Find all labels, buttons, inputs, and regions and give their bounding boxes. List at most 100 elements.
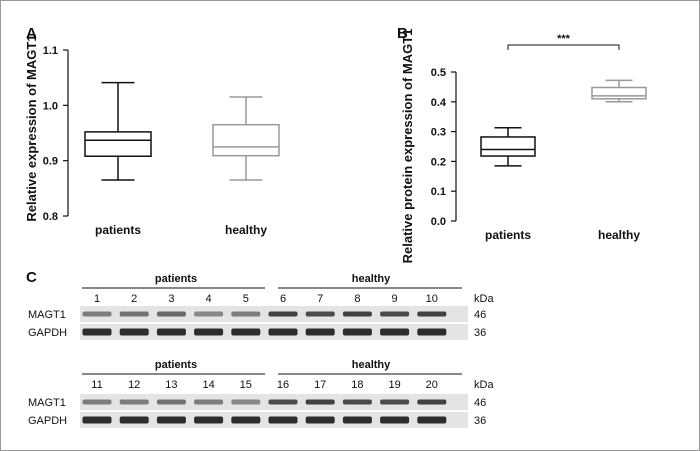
band — [82, 399, 112, 405]
lane-number: 15 — [240, 379, 252, 391]
category-label: patients — [485, 228, 531, 242]
y-tick-label: 0.9 — [43, 156, 58, 168]
band — [305, 416, 335, 424]
significance-bracket — [507, 44, 620, 50]
band — [194, 399, 224, 405]
band — [231, 416, 261, 424]
category-label: patients — [95, 223, 141, 237]
lane-number: 17 — [314, 379, 326, 391]
iqr-box — [212, 123, 280, 157]
band-name-label: MAGT1 — [28, 397, 66, 409]
category-label: healthy — [225, 223, 267, 237]
band — [119, 416, 149, 424]
chart-panel-a: A 0.8 0.9 1.0 1.1 Relative expression of MAGT… — [24, 25, 280, 237]
y-axis-title: Relative expression of MAGT1 — [24, 34, 39, 221]
group-label-patients: patients — [155, 359, 197, 371]
band — [119, 311, 149, 317]
blot-row-2: patients healthy 11 12 13 14 15 16 17 18 19 20 kDa MA… — [28, 359, 494, 428]
band — [156, 416, 186, 424]
band — [342, 328, 372, 336]
group-label-patients: patients — [155, 273, 197, 285]
lane-number: 16 — [277, 379, 289, 391]
blot-row-1: patients healthy 1 2 3 4 5 6 7 8 9 10 kDa MAGT1 46 GAPD… — [28, 273, 494, 340]
band-name-label: MAGT1 — [28, 309, 66, 321]
box-patients — [480, 126, 536, 167]
band — [119, 328, 149, 336]
band — [380, 328, 410, 336]
lane-number: 9 — [392, 293, 398, 305]
box-healthy — [591, 79, 647, 103]
band — [417, 311, 447, 317]
band — [380, 416, 410, 424]
box-healthy — [212, 96, 280, 181]
iqr-box — [84, 131, 152, 157]
group-label-healthy: healthy — [352, 273, 391, 285]
kda-label: kDa — [474, 293, 494, 305]
lane-number: 6 — [280, 293, 286, 305]
y-tick-label: 0.2 — [431, 156, 446, 168]
band — [82, 416, 112, 424]
lane-number: 10 — [426, 293, 438, 305]
band — [156, 311, 186, 317]
lane-number: 19 — [388, 379, 400, 391]
y-tick-label: 1.0 — [43, 100, 58, 112]
chart-panel-b: B 0.0 0.1 0.2 0.3 0.4 0.5 Relative protein expr… — [397, 25, 647, 264]
band-kda-value: 36 — [474, 415, 486, 427]
lane-number: 12 — [128, 379, 140, 391]
band — [305, 399, 335, 405]
band — [380, 311, 410, 317]
category-label: healthy — [598, 228, 640, 242]
band — [156, 399, 186, 405]
kda-label: kDa — [474, 379, 494, 391]
y-tick-label: 0.8 — [43, 211, 58, 223]
band — [305, 311, 335, 317]
panel-letter: B — [397, 25, 408, 42]
band — [342, 416, 372, 424]
band — [417, 328, 447, 336]
band — [268, 399, 298, 405]
lane-number: 18 — [351, 379, 363, 391]
lane-number: 13 — [165, 379, 177, 391]
band — [231, 328, 261, 336]
band — [417, 399, 447, 405]
y-tick-label: 0.0 — [431, 216, 446, 228]
band-kda-value: 36 — [474, 327, 486, 339]
band — [268, 416, 298, 424]
iqr-box — [480, 136, 536, 157]
band — [82, 328, 112, 336]
band — [119, 399, 149, 405]
band — [82, 311, 112, 317]
band-kda-value: 46 — [474, 397, 486, 409]
y-axis-title: Relative protein expression of MAGT1 — [400, 29, 415, 264]
y-tick-label: 0.5 — [431, 67, 446, 79]
lane-number: 11 — [91, 379, 102, 391]
lane-number: 1 — [94, 293, 100, 305]
lane-number: 20 — [426, 379, 438, 391]
band — [342, 399, 372, 405]
band — [417, 416, 447, 424]
lane-number: 14 — [202, 379, 214, 391]
band-name-label: GAPDH — [28, 415, 67, 427]
iqr-box — [591, 86, 647, 100]
band — [194, 416, 224, 424]
band — [231, 311, 261, 317]
band — [380, 399, 410, 405]
band — [268, 311, 298, 317]
band — [268, 328, 298, 336]
panel-letter: C — [26, 269, 37, 286]
band-name-label: GAPDH — [28, 327, 67, 339]
band — [156, 328, 186, 336]
band — [194, 311, 224, 317]
lane-number: 2 — [131, 293, 137, 305]
box-patients — [84, 81, 152, 181]
lane-number: 3 — [168, 293, 174, 305]
y-tick-label: 0.1 — [431, 186, 446, 198]
lane-number: 4 — [206, 293, 212, 305]
band — [194, 328, 224, 336]
band — [231, 399, 261, 405]
lane-number: 7 — [317, 293, 323, 305]
y-tick-label: 1.1 — [43, 45, 58, 57]
